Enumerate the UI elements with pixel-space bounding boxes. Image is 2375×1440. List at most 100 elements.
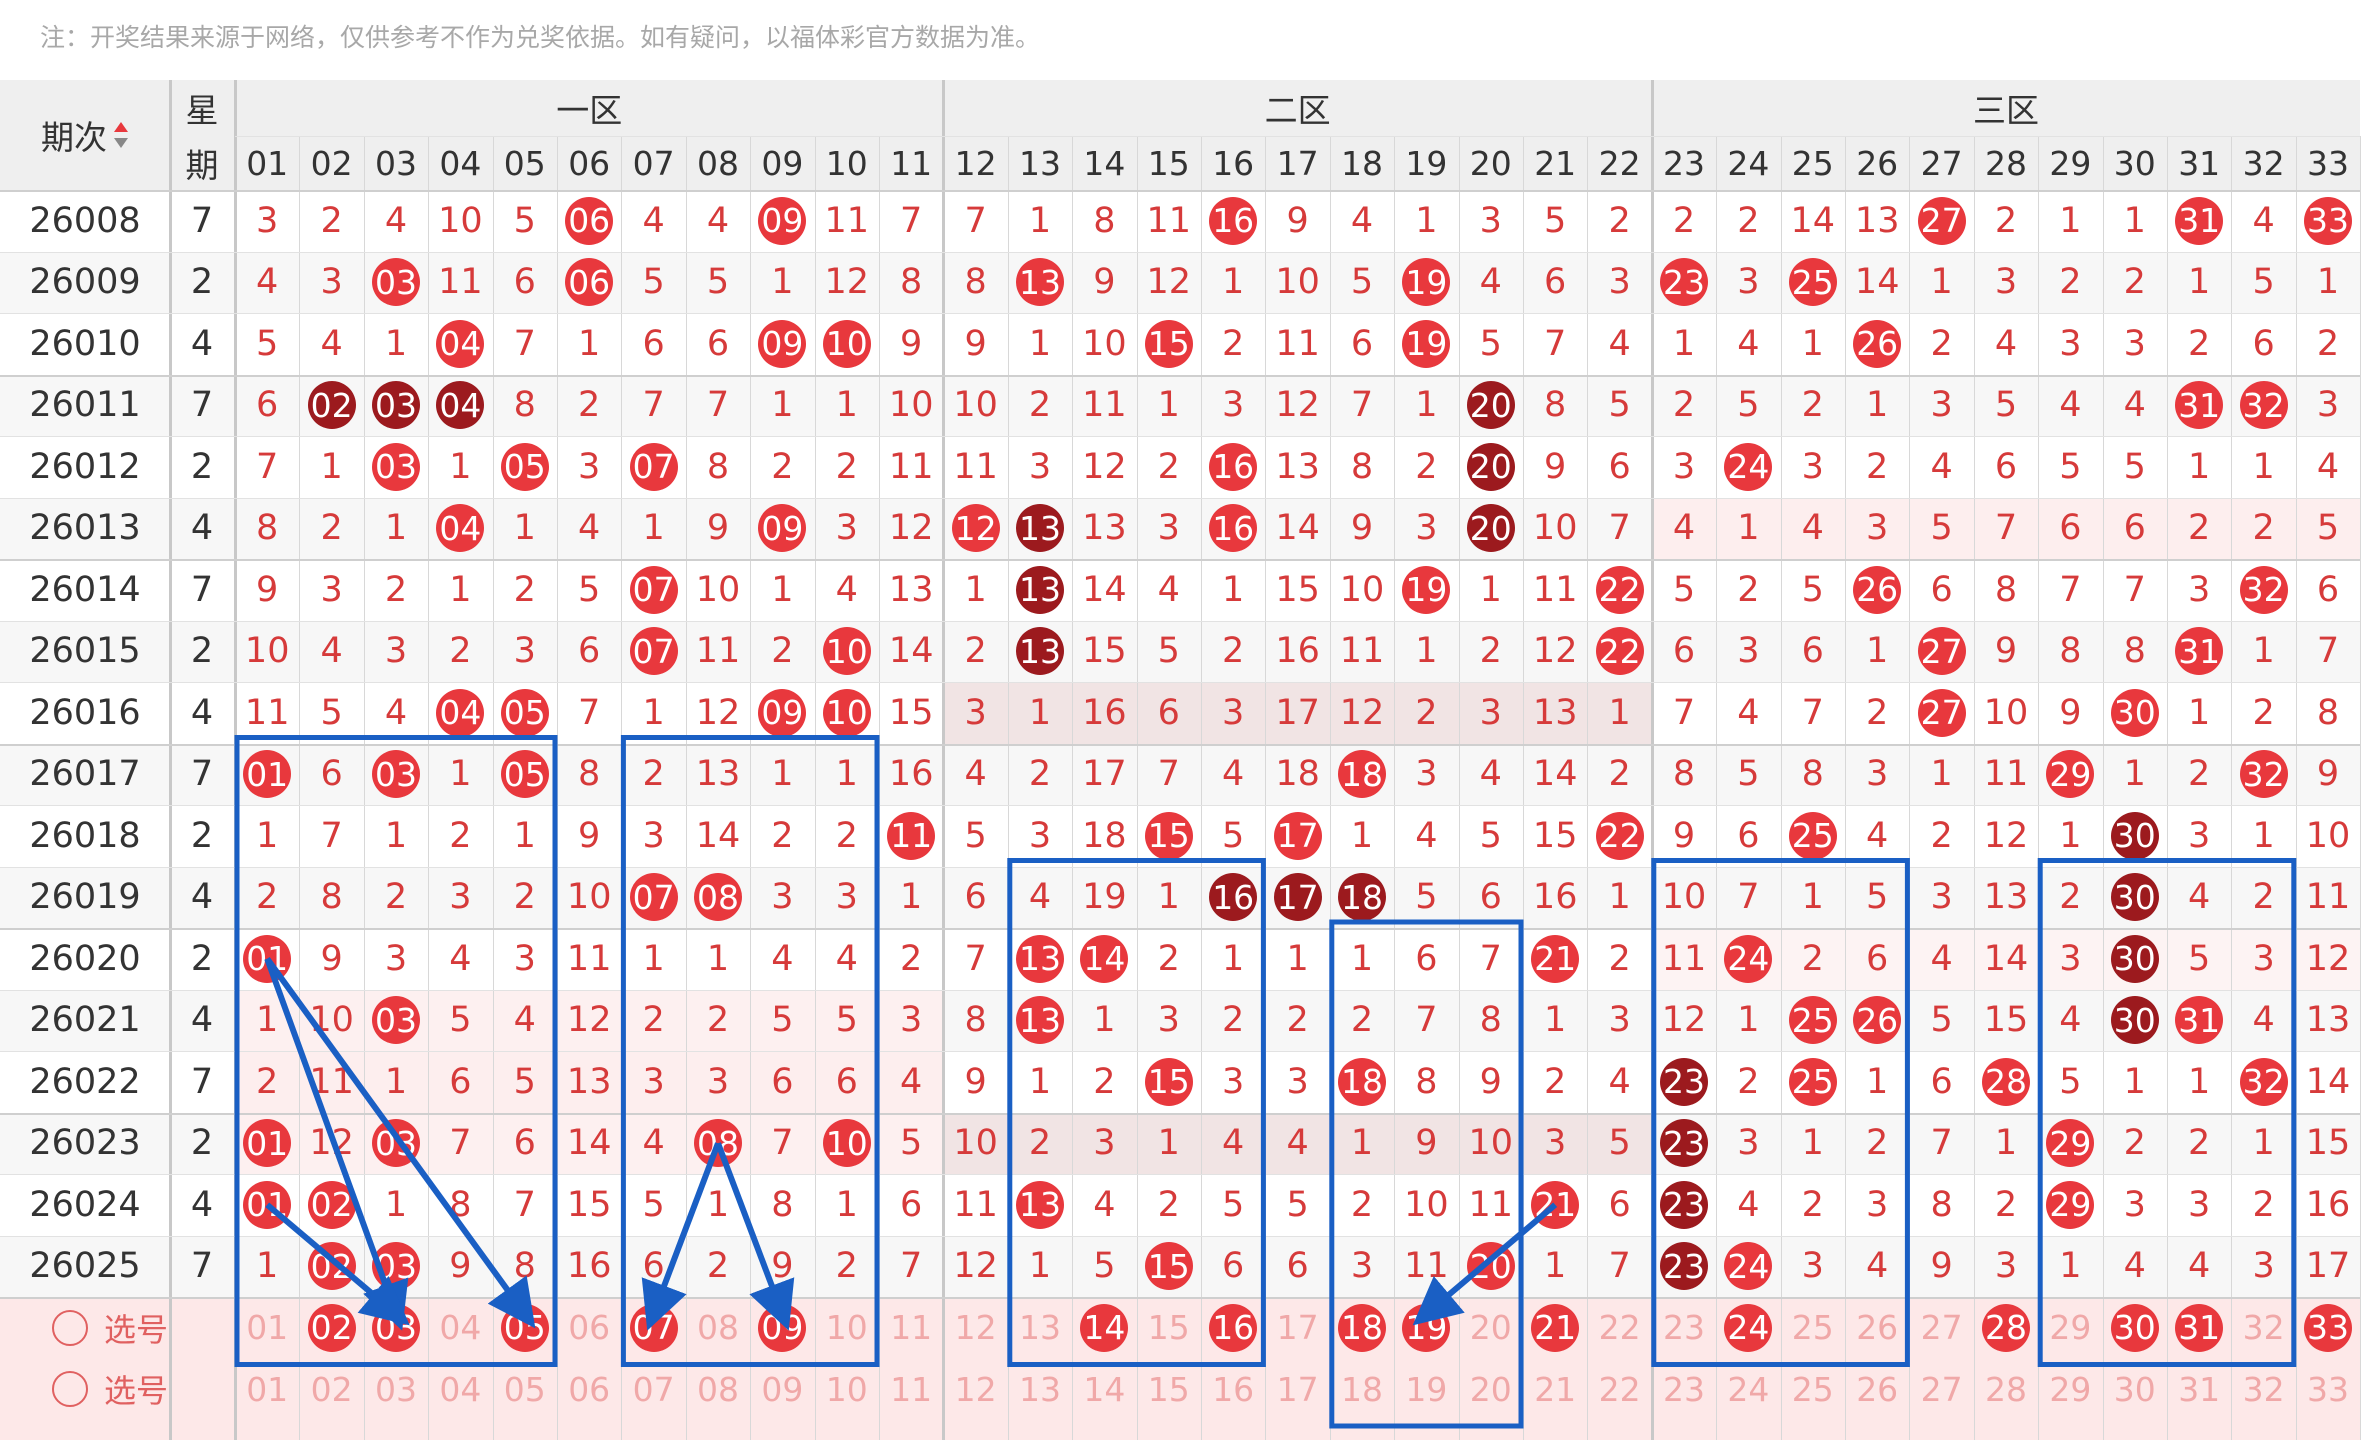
selectable-number[interactable]: 33 — [2306, 1369, 2349, 1409]
selectable-number[interactable]: 15 — [1147, 1308, 1190, 1348]
selectable-number[interactable]: 29 — [2049, 1369, 2092, 1409]
grid-vline — [299, 136, 301, 1440]
selectable-number[interactable]: 01 — [246, 1369, 289, 1409]
miss-count-cell: 1 — [1350, 938, 1374, 979]
selectable-number[interactable]: 28 — [1984, 1369, 2027, 1409]
selectable-number[interactable]: 32 — [2242, 1369, 2285, 1409]
miss-count-cell: 10 — [953, 1123, 998, 1164]
selectable-number[interactable]: 24 — [1727, 1369, 1770, 1409]
miss-count-cell: 4 — [835, 938, 858, 979]
radio-circle-icon[interactable] — [52, 1371, 88, 1408]
select-row-label[interactable]: 选号 — [52, 1359, 168, 1421]
selectable-number[interactable]: 08 — [696, 1308, 739, 1348]
selectable-number[interactable]: 23 — [1662, 1308, 1705, 1348]
selectable-number[interactable]: 02 — [310, 1369, 353, 1409]
picked-number-ball[interactable]: 31 — [2175, 1303, 2224, 1352]
selectable-number[interactable]: 20 — [1469, 1369, 1512, 1409]
row-background — [0, 559, 2361, 621]
miss-count-cell: 10 — [1983, 692, 2029, 733]
selectable-number[interactable]: 12 — [954, 1369, 997, 1409]
picked-number-ball[interactable]: 14 — [1080, 1303, 1129, 1352]
miss-count-cell: 2 — [1930, 323, 1953, 364]
selectable-number[interactable]: 10 — [825, 1308, 868, 1348]
draw-ball: 16 — [1209, 504, 1258, 553]
miss-count-cell: 2 — [1608, 938, 1631, 979]
selectable-number[interactable]: 25 — [1791, 1369, 1834, 1409]
miss-count-cell: 2 — [1801, 938, 1824, 979]
miss-count-cell: 7 — [1801, 692, 1824, 733]
period-header[interactable]: 期次 — [0, 80, 170, 190]
miss-count-cell: 14 — [1790, 200, 1836, 241]
selectable-number[interactable]: 04 — [439, 1308, 482, 1348]
picked-number-ball[interactable]: 02 — [307, 1303, 356, 1352]
column-header: 22 — [1598, 143, 1641, 183]
selectable-number[interactable]: 05 — [503, 1369, 546, 1409]
radio-circle-icon[interactable] — [52, 1309, 88, 1346]
selectable-number[interactable]: 13 — [1018, 1308, 1061, 1348]
selectable-number[interactable]: 32 — [2242, 1308, 2285, 1348]
selectable-number[interactable]: 12 — [954, 1308, 997, 1348]
picked-number-ball[interactable]: 28 — [1982, 1303, 2030, 1352]
picked-number-ball[interactable]: 21 — [1531, 1303, 1580, 1352]
grid-hline — [0, 1112, 2361, 1115]
zone-header-2: 二区 — [1264, 91, 1331, 130]
picked-number-ball[interactable]: 18 — [1338, 1303, 1386, 1352]
selectable-number[interactable]: 18 — [1340, 1369, 1383, 1409]
selectable-number[interactable]: 06 — [568, 1369, 611, 1409]
miss-count-cell: 3 — [1222, 385, 1245, 426]
column-header: 28 — [1984, 143, 2027, 183]
selectable-number[interactable]: 31 — [2178, 1369, 2221, 1409]
selectable-number[interactable]: 26 — [1856, 1369, 1899, 1409]
miss-count-cell: 10 — [309, 1000, 354, 1041]
selectable-number[interactable]: 23 — [1662, 1369, 1705, 1409]
sort-up-down-icon[interactable] — [113, 120, 129, 150]
period-cell: 26024 — [29, 1184, 141, 1225]
selectable-number[interactable]: 08 — [696, 1369, 739, 1409]
selectable-number[interactable]: 22 — [1598, 1369, 1641, 1409]
selectable-number[interactable]: 04 — [439, 1369, 482, 1409]
selectable-number[interactable]: 01 — [246, 1308, 289, 1348]
miss-count-cell: 7 — [1672, 692, 1696, 733]
picked-number-ball[interactable]: 30 — [2110, 1303, 2159, 1352]
selectable-number[interactable]: 19 — [1405, 1369, 1448, 1409]
selectable-number[interactable]: 11 — [890, 1308, 933, 1348]
miss-count-cell: 5 — [2059, 446, 2082, 487]
miss-count-cell: 6 — [1608, 1184, 1631, 1225]
miss-count-cell: 6 — [1222, 1246, 1245, 1287]
miss-count-cell: 7 — [964, 938, 987, 979]
selectable-number[interactable]: 26 — [1856, 1308, 1899, 1348]
selectable-number[interactable]: 06 — [568, 1308, 611, 1348]
miss-count-cell: 14 — [1532, 754, 1578, 795]
selectable-number[interactable]: 10 — [825, 1369, 868, 1409]
miss-count-cell: 4 — [384, 692, 408, 733]
picked-number-ball[interactable]: 33 — [2304, 1303, 2352, 1352]
selectable-number[interactable]: 16 — [1212, 1369, 1255, 1409]
miss-count-cell: 1 — [1866, 631, 1889, 672]
selectable-number[interactable]: 11 — [890, 1369, 933, 1409]
selectable-number[interactable]: 29 — [2049, 1308, 2092, 1348]
selectable-number[interactable]: 20 — [1469, 1308, 1512, 1348]
selectable-number[interactable]: 14 — [1083, 1369, 1126, 1409]
selectable-number[interactable]: 15 — [1147, 1369, 1190, 1409]
miss-count-cell: 16 — [1082, 692, 1127, 733]
selectable-number[interactable]: 09 — [761, 1369, 804, 1409]
selectable-number[interactable]: 27 — [1920, 1369, 1963, 1409]
miss-count-cell: 2 — [384, 569, 408, 610]
select-row-label[interactable]: 选号 — [52, 1297, 168, 1359]
selectable-number[interactable]: 13 — [1018, 1369, 1061, 1409]
selectable-number[interactable]: 03 — [374, 1369, 417, 1409]
miss-count-cell: 3 — [1093, 1123, 1116, 1164]
selectable-number[interactable]: 25 — [1791, 1308, 1834, 1348]
selectable-number[interactable]: 17 — [1276, 1308, 1319, 1348]
selectable-number[interactable]: 21 — [1534, 1369, 1577, 1409]
draw-ball: 27 — [1917, 627, 1966, 676]
miss-count-cell: 11 — [1983, 754, 2029, 795]
selectable-number[interactable]: 07 — [632, 1369, 675, 1409]
picked-number-ball[interactable]: 24 — [1724, 1303, 1773, 1352]
selectable-number[interactable]: 30 — [2113, 1369, 2156, 1409]
selectable-number[interactable]: 27 — [1920, 1308, 1963, 1348]
selectable-number[interactable]: 17 — [1276, 1369, 1319, 1409]
miss-count-cell: 1 — [2188, 446, 2211, 487]
picked-number-ball[interactable]: 16 — [1209, 1303, 1258, 1352]
selectable-number[interactable]: 22 — [1598, 1308, 1641, 1348]
